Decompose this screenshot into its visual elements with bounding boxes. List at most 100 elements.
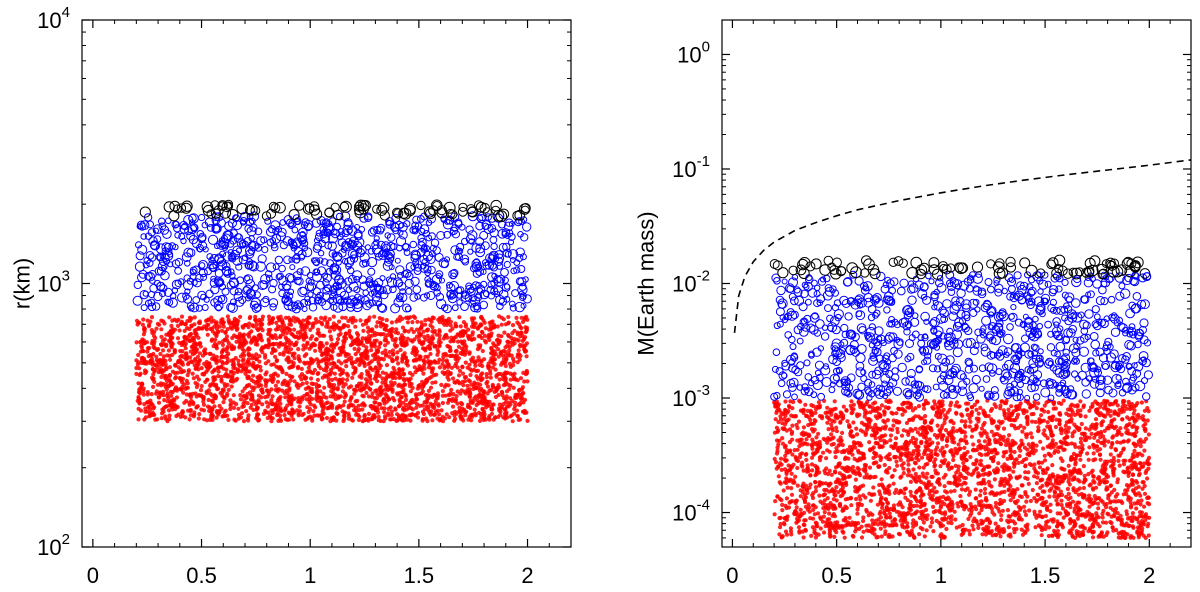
data-point — [307, 360, 312, 365]
data-point — [445, 343, 450, 349]
data-point — [444, 358, 449, 363]
data-point — [206, 397, 211, 403]
data-point — [143, 415, 148, 420]
data-point — [1066, 491, 1071, 496]
data-point — [485, 399, 490, 404]
data-point — [382, 410, 387, 415]
data-point — [296, 411, 301, 416]
data-point — [149, 392, 154, 397]
data-point — [392, 398, 397, 403]
data-point — [966, 516, 971, 522]
data-point — [290, 351, 295, 356]
data-point — [169, 323, 174, 328]
data-point — [433, 398, 438, 404]
data-point — [814, 435, 819, 440]
data-point — [398, 347, 403, 353]
data-point — [801, 522, 806, 527]
data-point — [460, 302, 469, 312]
data-point — [809, 533, 814, 539]
data-point — [1018, 448, 1023, 453]
data-point — [499, 322, 504, 327]
data-point — [1050, 463, 1055, 468]
data-point — [155, 321, 160, 326]
data-point — [405, 336, 410, 341]
data-point — [1100, 515, 1105, 520]
data-point — [430, 368, 435, 373]
data-point — [274, 364, 279, 369]
data-point — [816, 431, 821, 436]
data-point — [441, 318, 447, 323]
data-point — [278, 351, 283, 357]
data-point — [448, 323, 453, 328]
data-point — [437, 357, 442, 362]
data-point — [268, 377, 273, 382]
data-point — [421, 329, 426, 334]
data-point — [406, 329, 411, 334]
data-point — [460, 402, 465, 407]
data-point — [330, 349, 335, 354]
data-point — [306, 365, 311, 370]
data-point — [487, 417, 492, 422]
data-point — [1142, 448, 1147, 453]
data-point — [136, 417, 141, 422]
data-point — [410, 407, 415, 412]
data-point — [187, 393, 192, 398]
data-point — [380, 370, 385, 375]
data-point — [164, 387, 169, 392]
data-point — [772, 430, 778, 435]
data-point — [243, 322, 248, 328]
data-point — [310, 418, 315, 423]
data-point — [357, 374, 362, 379]
data-point — [210, 399, 216, 405]
data-point — [462, 342, 467, 347]
data-point — [267, 342, 272, 347]
data-point — [247, 321, 252, 326]
data-point — [374, 324, 379, 329]
data-point — [446, 377, 451, 382]
data-point — [390, 222, 400, 232]
data-point — [259, 383, 264, 388]
data-point — [368, 377, 373, 382]
data-point — [238, 397, 243, 402]
data-point — [431, 412, 436, 417]
data-point — [176, 317, 181, 322]
data-point — [246, 346, 251, 351]
data-point — [452, 418, 457, 423]
data-point — [306, 415, 311, 420]
data-point — [193, 380, 198, 386]
data-point — [381, 322, 386, 327]
data-point — [389, 409, 394, 414]
data-point — [138, 222, 147, 231]
data-point — [337, 394, 342, 400]
data-point — [397, 390, 402, 395]
data-point — [352, 408, 357, 413]
data-point — [244, 384, 250, 389]
data-point — [273, 383, 278, 388]
data-point — [230, 335, 235, 341]
data-point — [152, 339, 157, 344]
data-point — [254, 416, 259, 421]
data-point — [485, 384, 491, 389]
data-point — [299, 366, 304, 371]
data-point — [156, 347, 161, 352]
data-point — [423, 322, 428, 327]
data-point — [441, 304, 449, 312]
data-point — [440, 389, 445, 394]
data-point — [401, 376, 406, 382]
data-point — [953, 517, 958, 522]
data-point — [366, 411, 372, 416]
data-point — [195, 273, 204, 283]
data-point — [781, 488, 786, 493]
data-point — [508, 239, 514, 246]
data-point — [1136, 473, 1142, 478]
data-point — [162, 398, 167, 403]
data-point — [413, 413, 418, 418]
data-point — [160, 362, 166, 367]
data-point — [263, 408, 268, 413]
data-point — [518, 334, 523, 339]
data-point — [275, 379, 281, 384]
data-point — [324, 395, 329, 400]
data-point — [431, 316, 436, 321]
data-point — [503, 260, 511, 269]
